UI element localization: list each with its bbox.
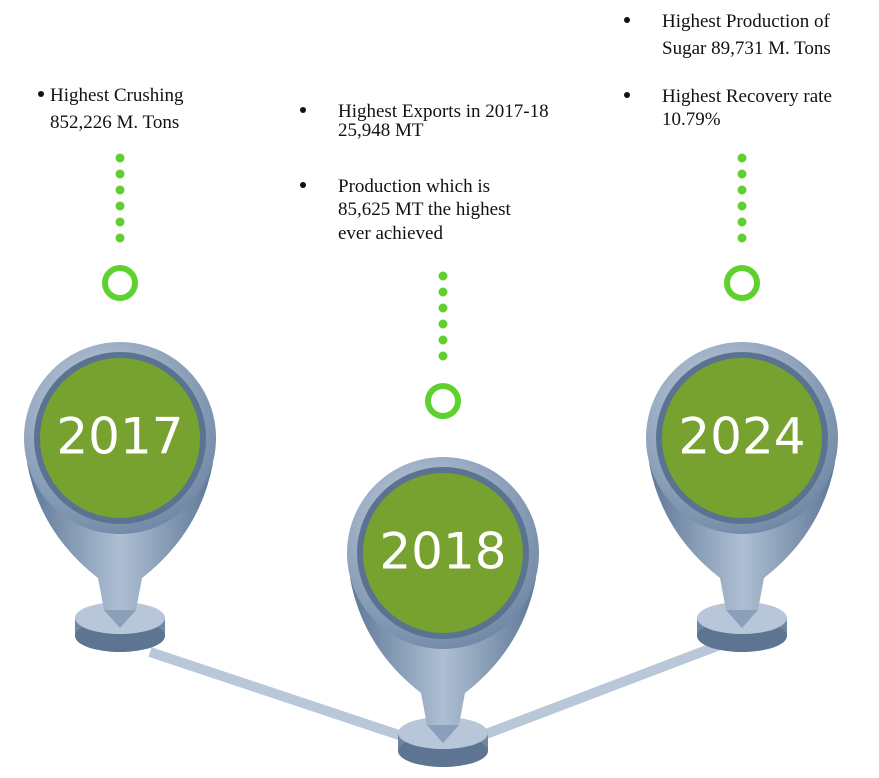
pin xyxy=(24,342,216,652)
point-text: Highest Crushing xyxy=(50,85,184,106)
year: 2017 xyxy=(56,408,183,466)
connector xyxy=(150,652,420,742)
point-text: Highest Exports in 2017-18 xyxy=(338,101,549,122)
point-text: 85,625 MT the highest xyxy=(338,199,511,220)
point-text: Sugar 89,731 M. Tons xyxy=(662,38,831,59)
point-text: 10.79% xyxy=(662,109,721,130)
dotted-marker xyxy=(727,154,757,299)
bullet xyxy=(300,182,306,188)
point-text: 852,226 M. Tons xyxy=(50,112,179,133)
point-text: 25,948 MT xyxy=(338,120,424,141)
bullet xyxy=(38,91,44,97)
point-text: Highest Production of xyxy=(662,11,830,32)
dotted-marker xyxy=(428,272,458,417)
bullet xyxy=(624,17,630,23)
bullet xyxy=(624,92,630,98)
point-text: Highest Recovery rate xyxy=(662,86,832,107)
connector xyxy=(465,645,720,742)
dotted-marker xyxy=(105,154,135,299)
pin xyxy=(646,342,838,652)
year: 2018 xyxy=(379,523,506,581)
point-text: ever achieved xyxy=(338,223,443,244)
year: 2024 xyxy=(678,408,805,466)
point-text: Production which is xyxy=(338,176,490,197)
timeline: 2017 2018 2024 Highest Crushing 852,226 … xyxy=(0,0,879,778)
bullet xyxy=(300,107,306,113)
